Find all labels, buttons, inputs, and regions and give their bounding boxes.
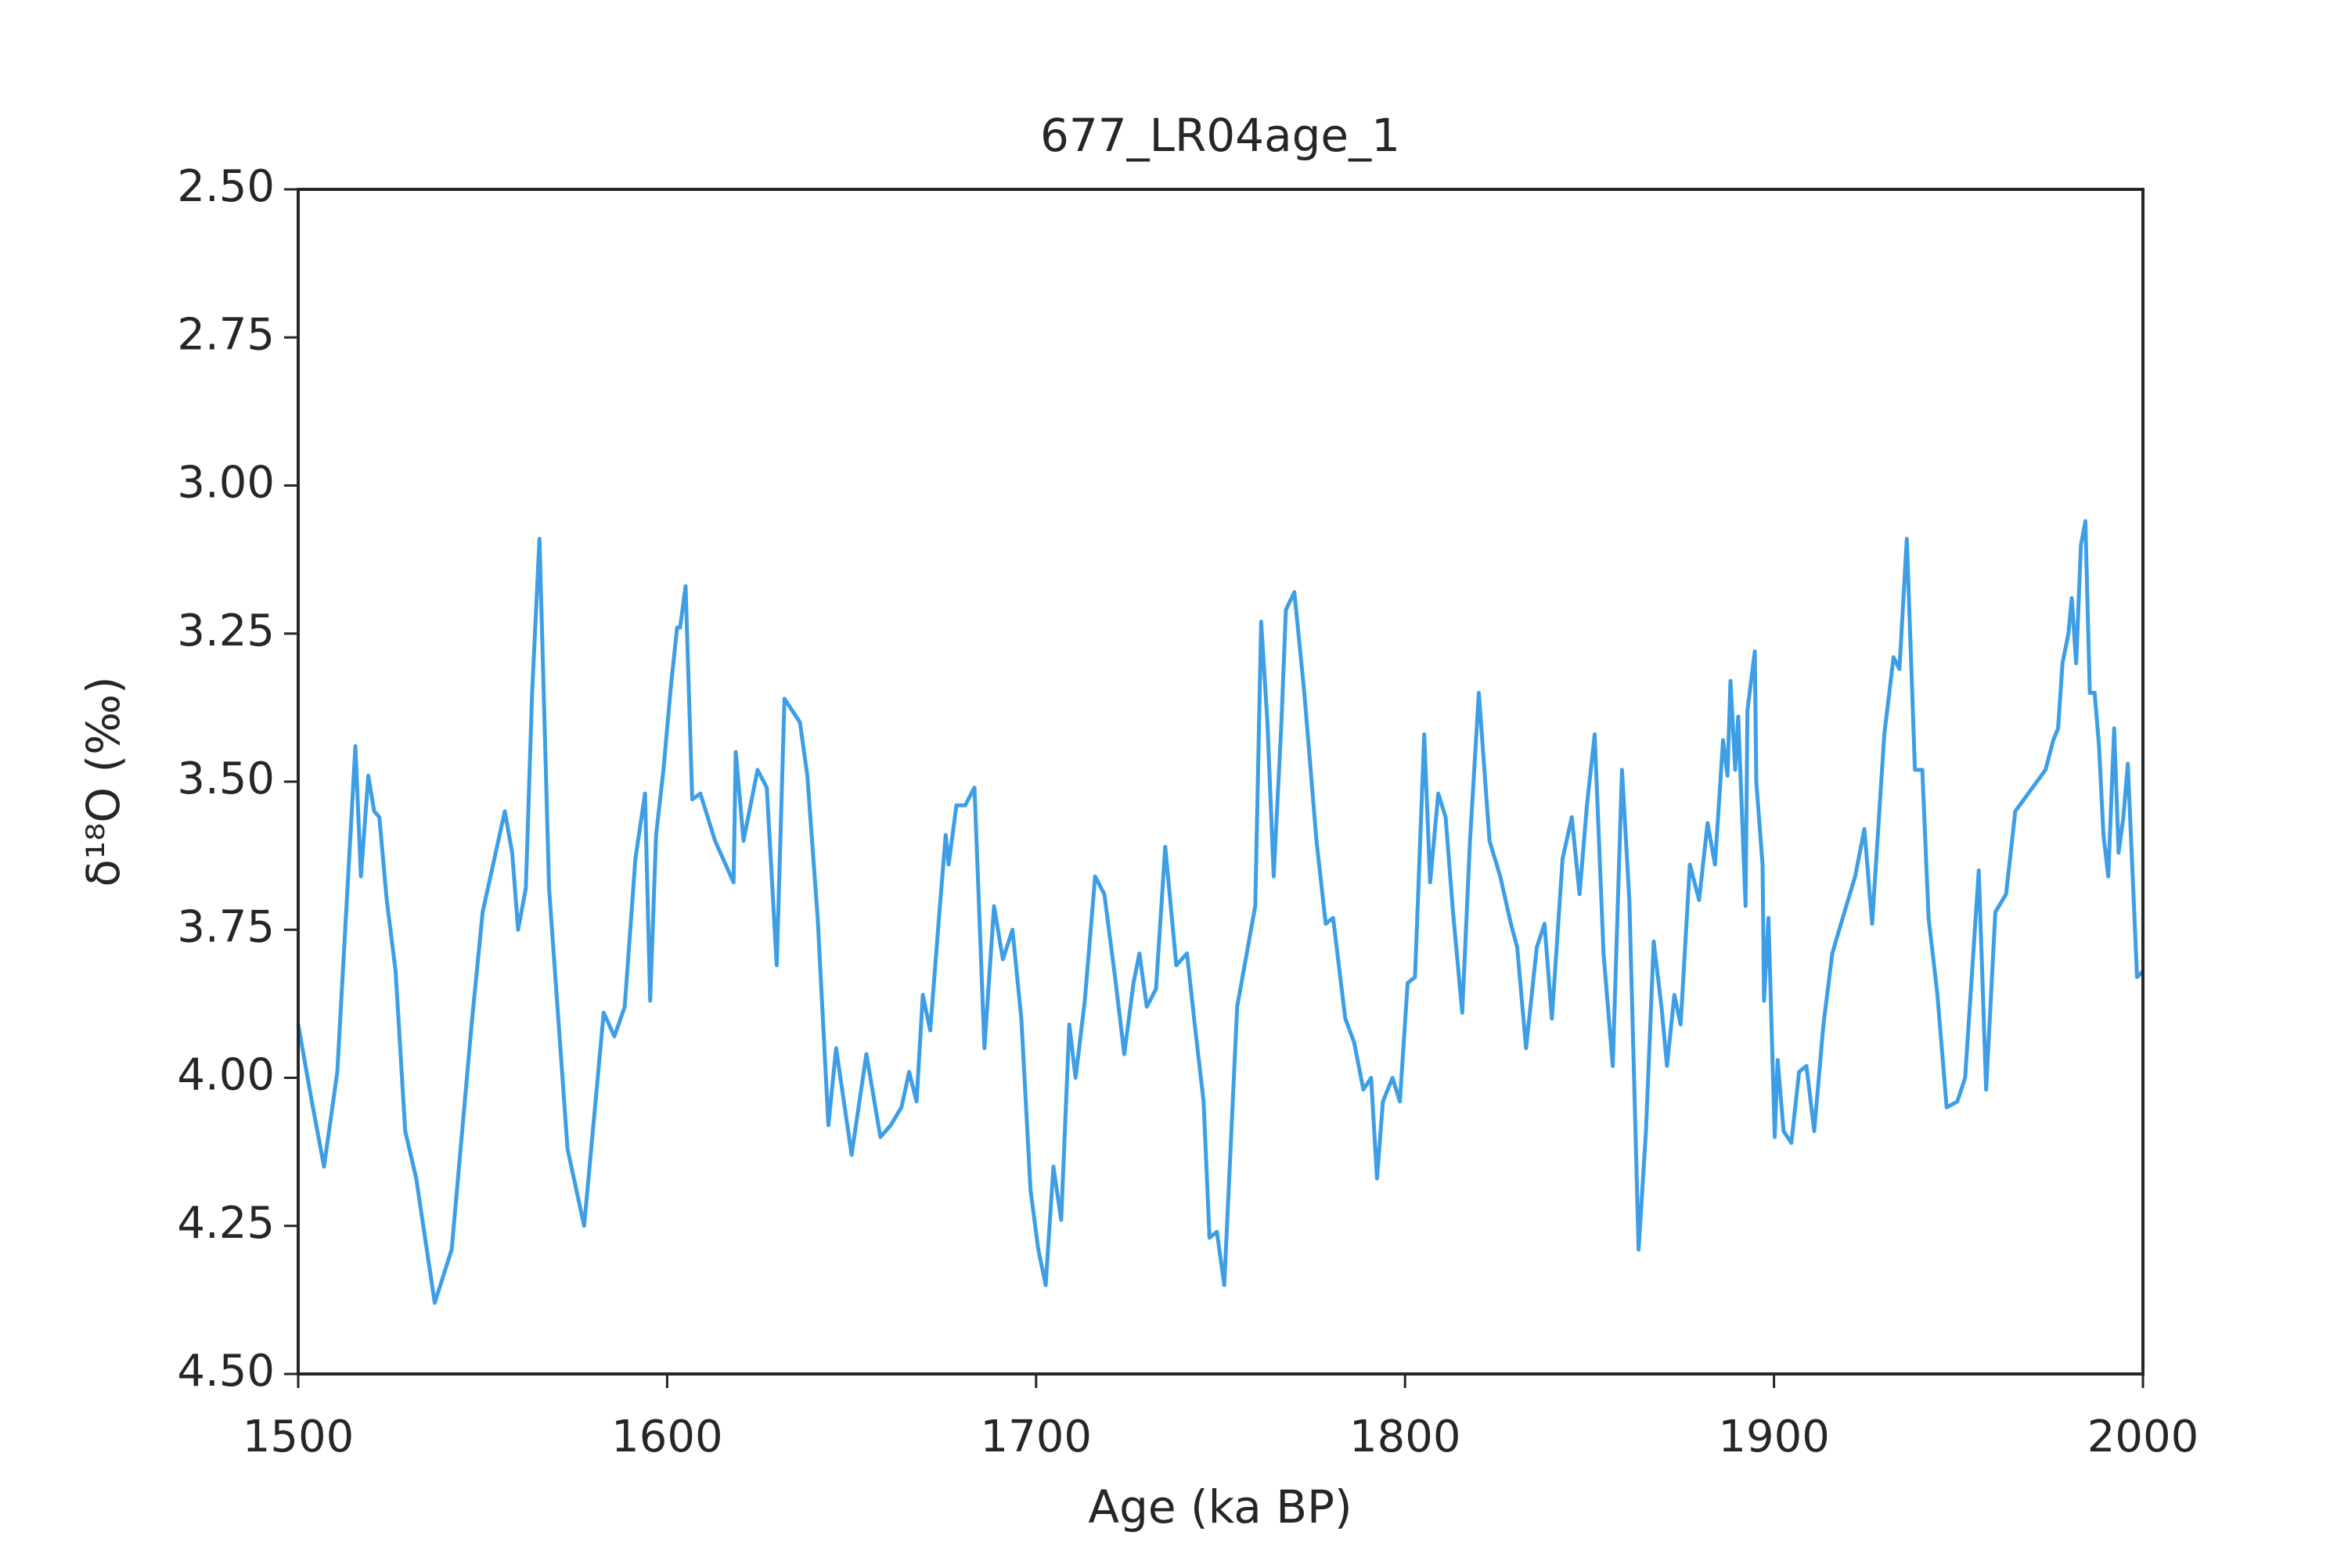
y-tick-label: 3.50 [177, 753, 275, 804]
y-tick-label: 2.75 [177, 309, 275, 360]
x-tick-label: 1800 [1349, 1412, 1461, 1462]
x-axis-label: Age (ka BP) [1088, 1480, 1352, 1534]
x-tick-label: 2000 [2087, 1412, 2199, 1462]
y-tick-label: 3.75 [177, 901, 275, 952]
y-tick-label: 4.00 [177, 1050, 275, 1101]
x-tick-label: 1900 [1718, 1412, 1830, 1462]
chart-title: 677_LR04age_1 [1040, 109, 1400, 162]
y-tick-label: 3.00 [177, 458, 275, 509]
plot-frame [297, 188, 2145, 1376]
x-tick-label: 1600 [611, 1412, 723, 1462]
x-tick-label: 1500 [243, 1412, 355, 1462]
y-axis-label: δ¹⁸O (‰) [77, 676, 130, 886]
data-line [296, 519, 2145, 1305]
y-tick-label: 2.50 [177, 161, 275, 212]
y-tick-label: 4.50 [177, 1346, 275, 1397]
x-tick-label: 1700 [981, 1412, 1093, 1462]
y-tick-label: 4.25 [177, 1198, 275, 1249]
y-tick-label: 3.25 [177, 606, 275, 656]
